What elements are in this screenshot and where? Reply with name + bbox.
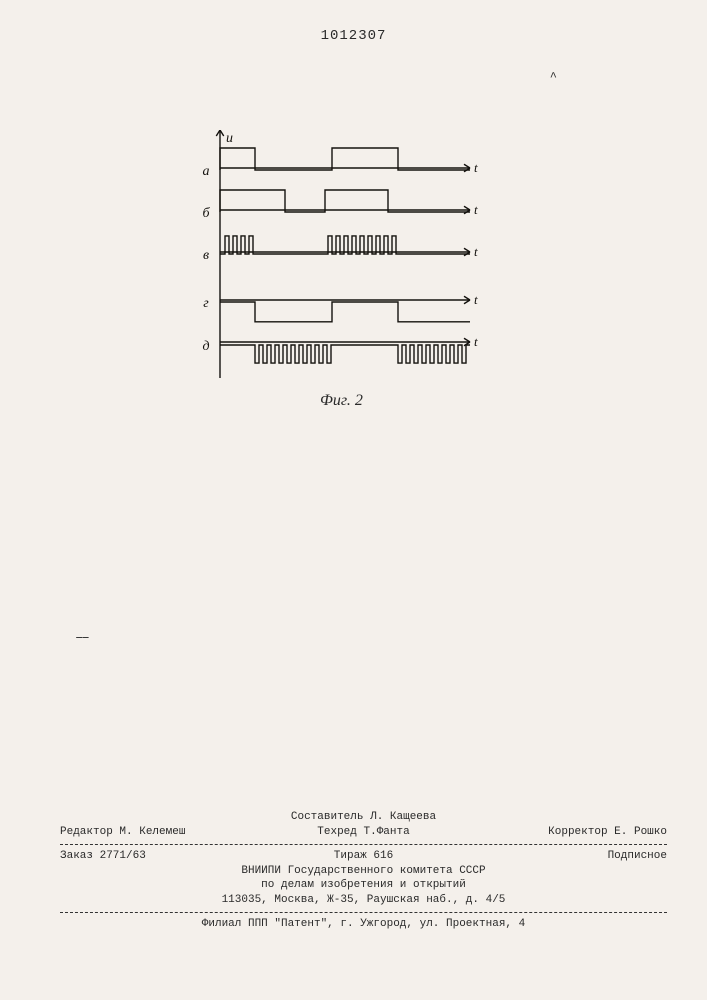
trace-d (220, 345, 470, 363)
order-label: Заказ 2771/63 (60, 849, 262, 864)
row-label: в (203, 248, 209, 263)
corrector-label: Корректор Е. Рошко (465, 825, 667, 840)
org-line-2: по делам изобретения и открытий (60, 878, 667, 893)
org-line-1: ВНИИПИ Государственного комитета СССР (60, 864, 667, 879)
figure-caption: Фиг. 2 (320, 392, 363, 410)
trace-v (220, 236, 470, 254)
tehred-label: Техред Т.Фанта (262, 825, 464, 840)
editor-label: Редактор М. Келемеш (60, 825, 262, 840)
address-line: 113035, Москва, Ж-35, Раушская наб., д. … (60, 893, 667, 908)
podpis-label: Подписное (465, 849, 667, 864)
row-label: а (203, 164, 210, 179)
double-dash-mark: –– (75, 630, 88, 646)
trace-g (220, 302, 470, 322)
trace-a (220, 148, 470, 170)
timing-diagram: u t а t б t в t г t д (190, 130, 490, 384)
document-number: 1012307 (0, 28, 707, 44)
t-axis-label: t (474, 244, 478, 259)
timing-diagram-svg: u t а t б t в t г t д (190, 130, 490, 380)
trace-b (220, 190, 470, 212)
caret-mark: ^ (550, 70, 557, 84)
order-row: Заказ 2771/63 Тираж 616 Подписное (60, 849, 667, 864)
row-label: г (203, 296, 209, 311)
t-axis-label: t (474, 334, 478, 349)
compiler-line: Составитель Л. Кащеева (60, 810, 667, 825)
tirazh-label: Тираж 616 (262, 849, 464, 864)
row-label: д (202, 339, 209, 354)
row-label: б (202, 206, 210, 221)
filial-line: Филиал ППП "Патент", г. Ужгород, ул. Про… (60, 917, 667, 932)
credits-row: Редактор М. Келемеш Техред Т.Фанта Корре… (60, 825, 667, 840)
t-axis-label: t (474, 202, 478, 217)
y-axis-label: u (226, 131, 233, 146)
divider (60, 912, 667, 913)
divider (60, 844, 667, 845)
footer-block: Составитель Л. Кащеева Редактор М. Келем… (60, 810, 667, 932)
t-axis-label: t (474, 160, 478, 175)
t-axis-label: t (474, 292, 478, 307)
